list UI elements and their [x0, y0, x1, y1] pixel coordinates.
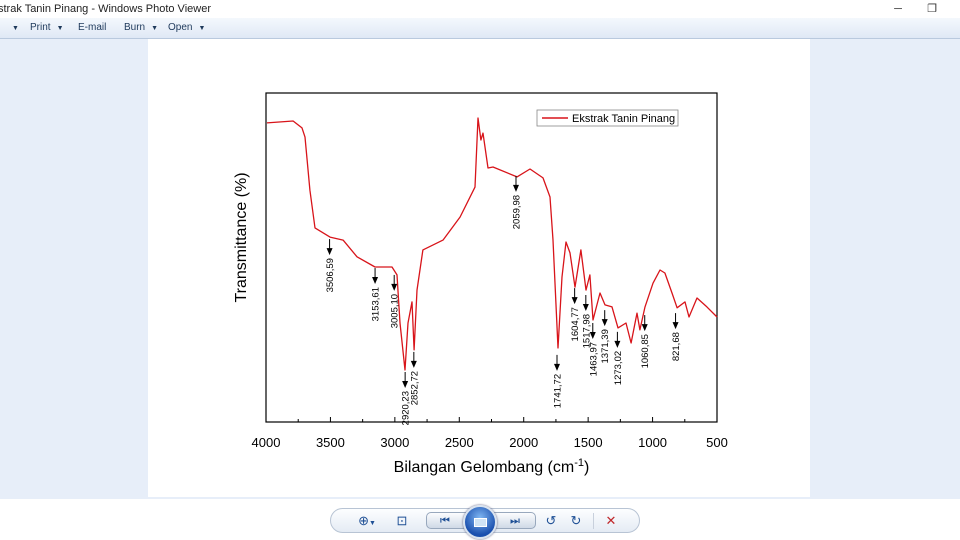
- open-menu[interactable]: Open ▼: [168, 22, 206, 33]
- file-menu[interactable]: ▼: [6, 22, 19, 33]
- x-tick-label: 3500: [316, 435, 345, 450]
- annotation-arrowhead: [641, 324, 648, 332]
- annotation-arrowhead: [614, 340, 621, 348]
- x-tick-label: 500: [706, 435, 728, 450]
- annotation-arrowhead: [372, 277, 379, 285]
- chevron-down-icon: ▼: [198, 25, 206, 32]
- peak-label: 3153,61: [371, 287, 382, 321]
- title-bar: strak Tanin Pinang - Windows Photo Viewe…: [0, 0, 960, 18]
- email-button[interactable]: E-mail: [78, 22, 107, 33]
- burn-menu[interactable]: Burn ▼: [124, 22, 159, 33]
- control-bar: ⊕▼ ⊡ ⏮ ⏭ ↺ ↻ ✕: [0, 499, 960, 540]
- annotation-arrowhead: [672, 322, 679, 330]
- peak-label: 1463,97: [588, 342, 599, 376]
- peak-label: 1371,39: [600, 329, 611, 363]
- toolbar: ▼ Print ▼ E-mail Burn ▼ Open ▼: [0, 18, 960, 39]
- x-tick-label: 2500: [445, 435, 474, 450]
- chevron-down-icon: ▼: [12, 25, 19, 32]
- zoom-icon[interactable]: ⊕▼: [358, 513, 376, 528]
- peak-label: 821,68: [671, 332, 682, 361]
- print-menu[interactable]: Print ▼: [30, 22, 64, 33]
- x-axis-label: Bilangan Gelombang (cm-1): [394, 457, 590, 476]
- peak-label: 3005,10: [390, 294, 401, 328]
- x-tick-label: 1000: [638, 435, 667, 450]
- photo: 4000 3500 3000 2500 2000 1500 1000 500 Bilangan …: [148, 39, 810, 497]
- peak-label: 2920,23: [401, 391, 412, 425]
- minimize-button[interactable]: ─: [894, 3, 902, 15]
- ftir-chart: 4000 3500 3000 2500 2000 1500 1000 500 Bilangan …: [233, 92, 728, 476]
- annotation-arrowhead: [582, 304, 589, 312]
- chevron-down-icon: ▼: [56, 25, 64, 32]
- annotation-arrowhead: [589, 331, 596, 339]
- window-title: strak Tanin Pinang - Windows Photo Viewe…: [0, 3, 211, 15]
- annotation-arrowhead: [571, 297, 578, 305]
- annotation-arrowhead: [512, 184, 519, 192]
- y-axis-label: Transmittance (%): [233, 172, 250, 302]
- legend-label: Ekstrak Tanin Pinang: [572, 113, 675, 125]
- slideshow-button[interactable]: [463, 505, 497, 539]
- x-tick-label: 3000: [380, 435, 409, 450]
- x-tick-label: 1500: [574, 435, 603, 450]
- image-viewport: 4000 3500 3000 2500 2000 1500 1000 500 Bilangan …: [0, 39, 960, 499]
- plot-frame: [265, 92, 718, 423]
- annotation-arrowhead: [553, 363, 560, 371]
- annotation-arrowhead: [326, 248, 333, 256]
- annotation-arrowhead: [391, 283, 398, 291]
- peak-label: 2059,98: [511, 195, 522, 229]
- peak-label: 1060,85: [640, 334, 651, 368]
- divider: [593, 513, 594, 529]
- peak-label: 3506,59: [325, 258, 336, 292]
- previous-icon[interactable]: ⏮: [440, 515, 450, 527]
- restore-button[interactable]: ❐: [927, 3, 937, 15]
- x-tick-label: 2000: [509, 435, 538, 450]
- delete-icon[interactable]: ✕: [605, 513, 617, 528]
- peak-label: 2852,72: [409, 371, 420, 405]
- chevron-down-icon: ▼: [151, 25, 159, 32]
- peak-label: 1741,72: [552, 374, 563, 408]
- slideshow-icon: [474, 518, 487, 527]
- rotate-clockwise-icon[interactable]: ↻: [570, 513, 582, 528]
- peak-label: 1273,02: [613, 351, 624, 385]
- legend-box: [536, 109, 679, 127]
- annotation-arrowhead: [410, 360, 417, 368]
- annotation-arrowhead: [601, 319, 608, 327]
- controls-pill: ⊕▼ ⊡ ⏮ ⏭ ↺ ↻ ✕: [330, 505, 640, 539]
- actual-size-icon[interactable]: ⊡: [396, 513, 408, 528]
- peak-label: 1604,77: [570, 307, 581, 341]
- rotate-counterclockwise-icon[interactable]: ↺: [545, 513, 557, 528]
- spectrum-line: [266, 117, 718, 371]
- next-icon[interactable]: ⏭: [510, 515, 520, 527]
- annotation-arrowhead: [402, 380, 409, 388]
- peak-label: 1517,98: [581, 314, 592, 348]
- x-tick-label: 4000: [252, 435, 281, 450]
